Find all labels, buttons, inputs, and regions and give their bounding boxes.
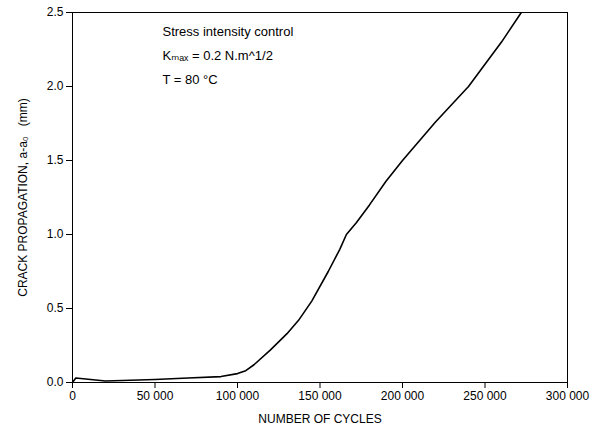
svg-text:100 000: 100 000 (216, 389, 260, 403)
svg-text:1.0: 1.0 (47, 227, 64, 241)
svg-text:T = 80 °C: T = 80 °C (163, 72, 218, 87)
svg-text:0.0: 0.0 (47, 375, 64, 389)
svg-text:50 000: 50 000 (137, 389, 174, 403)
svg-text:150 000: 150 000 (298, 389, 342, 403)
svg-text:2.5: 2.5 (47, 5, 64, 19)
svg-text:Stress intensity control: Stress intensity control (163, 24, 294, 39)
svg-text:2.0: 2.0 (47, 79, 64, 93)
svg-text:200 000: 200 000 (381, 389, 425, 403)
svg-text:CRACK PROPAGATION, a-a₀ (mm): CRACK PROPAGATION, a-a₀ (mm) (16, 98, 30, 297)
svg-text:Kₘₐₓ = 0.2 N.m^1/2: Kₘₐₓ = 0.2 N.m^1/2 (163, 48, 273, 63)
svg-text:0: 0 (69, 389, 76, 403)
svg-text:250 000: 250 000 (463, 389, 507, 403)
svg-text:1.5: 1.5 (47, 153, 64, 167)
svg-text:NUMBER OF CYCLES: NUMBER OF CYCLES (258, 412, 381, 426)
svg-text:0.5: 0.5 (47, 301, 64, 315)
svg-text:300 000: 300 000 (546, 389, 590, 403)
